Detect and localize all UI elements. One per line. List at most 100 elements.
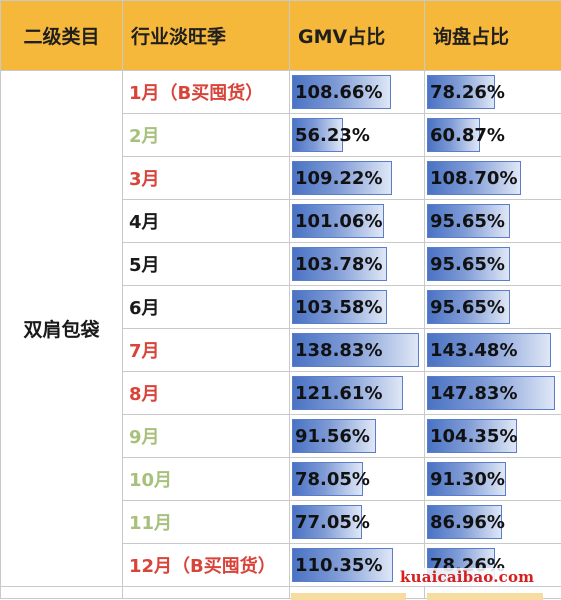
table-row: 12月（B买囤货） 110.35% 78.26% [1, 543, 561, 587]
gmv-value: 138.83% [295, 339, 383, 361]
gmv-value: 108.66% [295, 81, 383, 103]
month-cell[interactable]: 10月 [122, 457, 290, 501]
inquiry-value: 108.70% [430, 167, 518, 189]
inquiry-databar [427, 204, 510, 238]
gmv-value: 56.23% [295, 124, 370, 146]
inquiry-databar [427, 333, 551, 367]
month-cell[interactable]: 11月 [122, 500, 290, 544]
inquiry-value: 143.48% [430, 339, 518, 361]
gmv-databar [292, 333, 419, 367]
gmv-cell[interactable]: 108.66% [289, 70, 425, 114]
gmv-value: 109.22% [295, 167, 383, 189]
gmv-cell[interactable]: 110.35% [289, 543, 425, 587]
gmv-databar [292, 376, 403, 410]
month-cell[interactable]: 2月 [122, 113, 290, 157]
table-row: 6月 103.58% 95.65% [1, 285, 561, 329]
gmv-databar [292, 548, 393, 582]
next-row-inquiry-fill [427, 593, 543, 600]
gmv-value: 91.56% [295, 425, 370, 447]
inquiry-value: 95.65% [430, 210, 505, 232]
table-row: 7月 138.83% 143.48% [1, 328, 561, 372]
gmv-cell[interactable]: 101.06% [289, 199, 425, 243]
gmv-cell[interactable]: 138.83% [289, 328, 425, 372]
inquiry-cell[interactable]: 91.30% [424, 457, 561, 501]
month-cell[interactable]: 8月 [122, 371, 290, 415]
gmv-value: 103.58% [295, 296, 383, 318]
inquiry-value: 86.96% [430, 511, 505, 533]
header-row: 二级类目 行业淡旺季 GMV占比 询盘占比 [0, 0, 561, 71]
inquiry-cell[interactable]: 147.83% [424, 371, 561, 415]
inquiry-value: 147.83% [430, 382, 518, 404]
gmv-cell[interactable]: 77.05% [289, 500, 425, 544]
table-row: 3月 109.22% 108.70% [1, 156, 561, 200]
gmv-databar [292, 75, 391, 109]
month-cell[interactable]: 7月 [122, 328, 290, 372]
month-cell[interactable]: 3月 [122, 156, 290, 200]
inquiry-value: 104.35% [430, 425, 518, 447]
table-row: 8月 121.61% 147.83% [1, 371, 561, 415]
gmv-databar [292, 419, 376, 453]
gmv-cell[interactable]: 78.05% [289, 457, 425, 501]
inquiry-databar [427, 118, 480, 152]
gmv-cell[interactable]: 56.23% [289, 113, 425, 157]
gmv-databar [292, 118, 343, 152]
gmv-databar [292, 290, 387, 324]
gmv-databar [292, 204, 384, 238]
category-cell[interactable]: 双肩包袋 [0, 70, 123, 587]
inquiry-cell[interactable]: 78.26% [424, 70, 561, 114]
table-row: 双肩包袋 1月（B买囤货） 108.66% 78.26% [0, 70, 561, 587]
header-inquiry[interactable]: 询盘占比 [424, 0, 561, 71]
inquiry-cell[interactable]: 95.65% [424, 199, 561, 243]
gmv-value: 110.35% [295, 554, 383, 576]
table-row: 2月 56.23% 60.87% [1, 113, 561, 157]
gmv-cell[interactable]: 103.78% [289, 242, 425, 286]
gmv-value: 103.78% [295, 253, 383, 275]
empty-cell [122, 586, 290, 599]
watermark: kuaicaibao.com [397, 568, 538, 586]
inquiry-value: 91.30% [430, 468, 505, 490]
table-row: 10月 78.05% 91.30% [1, 457, 561, 501]
inquiry-value: 78.26% [430, 81, 505, 103]
month-cell[interactable]: 12月（B买囤货） [122, 543, 290, 587]
inquiry-cell[interactable]: 60.87% [424, 113, 561, 157]
inquiry-cell[interactable]: 104.35% [424, 414, 561, 458]
gmv-cell[interactable]: 109.22% [289, 156, 425, 200]
table-row: 4月 101.06% 95.65% [1, 199, 561, 243]
inquiry-databar [427, 247, 510, 281]
gmv-databar [292, 462, 363, 496]
gmv-cell[interactable]: 91.56% [289, 414, 425, 458]
empty-cell [0, 586, 123, 599]
month-cell[interactable]: 6月 [122, 285, 290, 329]
next-row-gmv-fill [291, 593, 406, 600]
month-cell[interactable]: 1月（B买囤货） [122, 70, 290, 114]
gmv-databar [292, 505, 362, 539]
inquiry-databar [427, 290, 510, 324]
inquiry-cell[interactable]: 108.70% [424, 156, 561, 200]
table-row: 11月 77.05% 86.96% [1, 500, 561, 544]
month-cell[interactable]: 5月 [122, 242, 290, 286]
month-cell[interactable]: 9月 [122, 414, 290, 458]
inquiry-databar [427, 376, 555, 410]
inquiry-databar [427, 462, 506, 496]
gmv-databar [292, 247, 387, 281]
table-row: 5月 103.78% 95.65% [1, 242, 561, 286]
inquiry-cell[interactable]: 143.48% [424, 328, 561, 372]
inquiry-value: 60.87% [430, 124, 505, 146]
inquiry-value: 95.65% [430, 296, 505, 318]
inquiry-value: 95.65% [430, 253, 505, 275]
month-cell[interactable]: 4月 [122, 199, 290, 243]
inquiry-databar [427, 161, 521, 195]
gmv-value: 101.06% [295, 210, 383, 232]
inquiry-cell[interactable]: 95.65% [424, 242, 561, 286]
inquiry-databar [427, 419, 517, 453]
header-season[interactable]: 行业淡旺季 [122, 0, 290, 71]
header-category[interactable]: 二级类目 [0, 0, 123, 71]
gmv-cell[interactable]: 121.61% [289, 371, 425, 415]
inquiry-databar [427, 75, 495, 109]
inquiry-cell[interactable]: 95.65% [424, 285, 561, 329]
gmv-value: 78.05% [295, 468, 370, 490]
header-gmv[interactable]: GMV占比 [289, 0, 425, 71]
inquiry-cell[interactable]: 86.96% [424, 500, 561, 544]
gmv-cell[interactable]: 103.58% [289, 285, 425, 329]
